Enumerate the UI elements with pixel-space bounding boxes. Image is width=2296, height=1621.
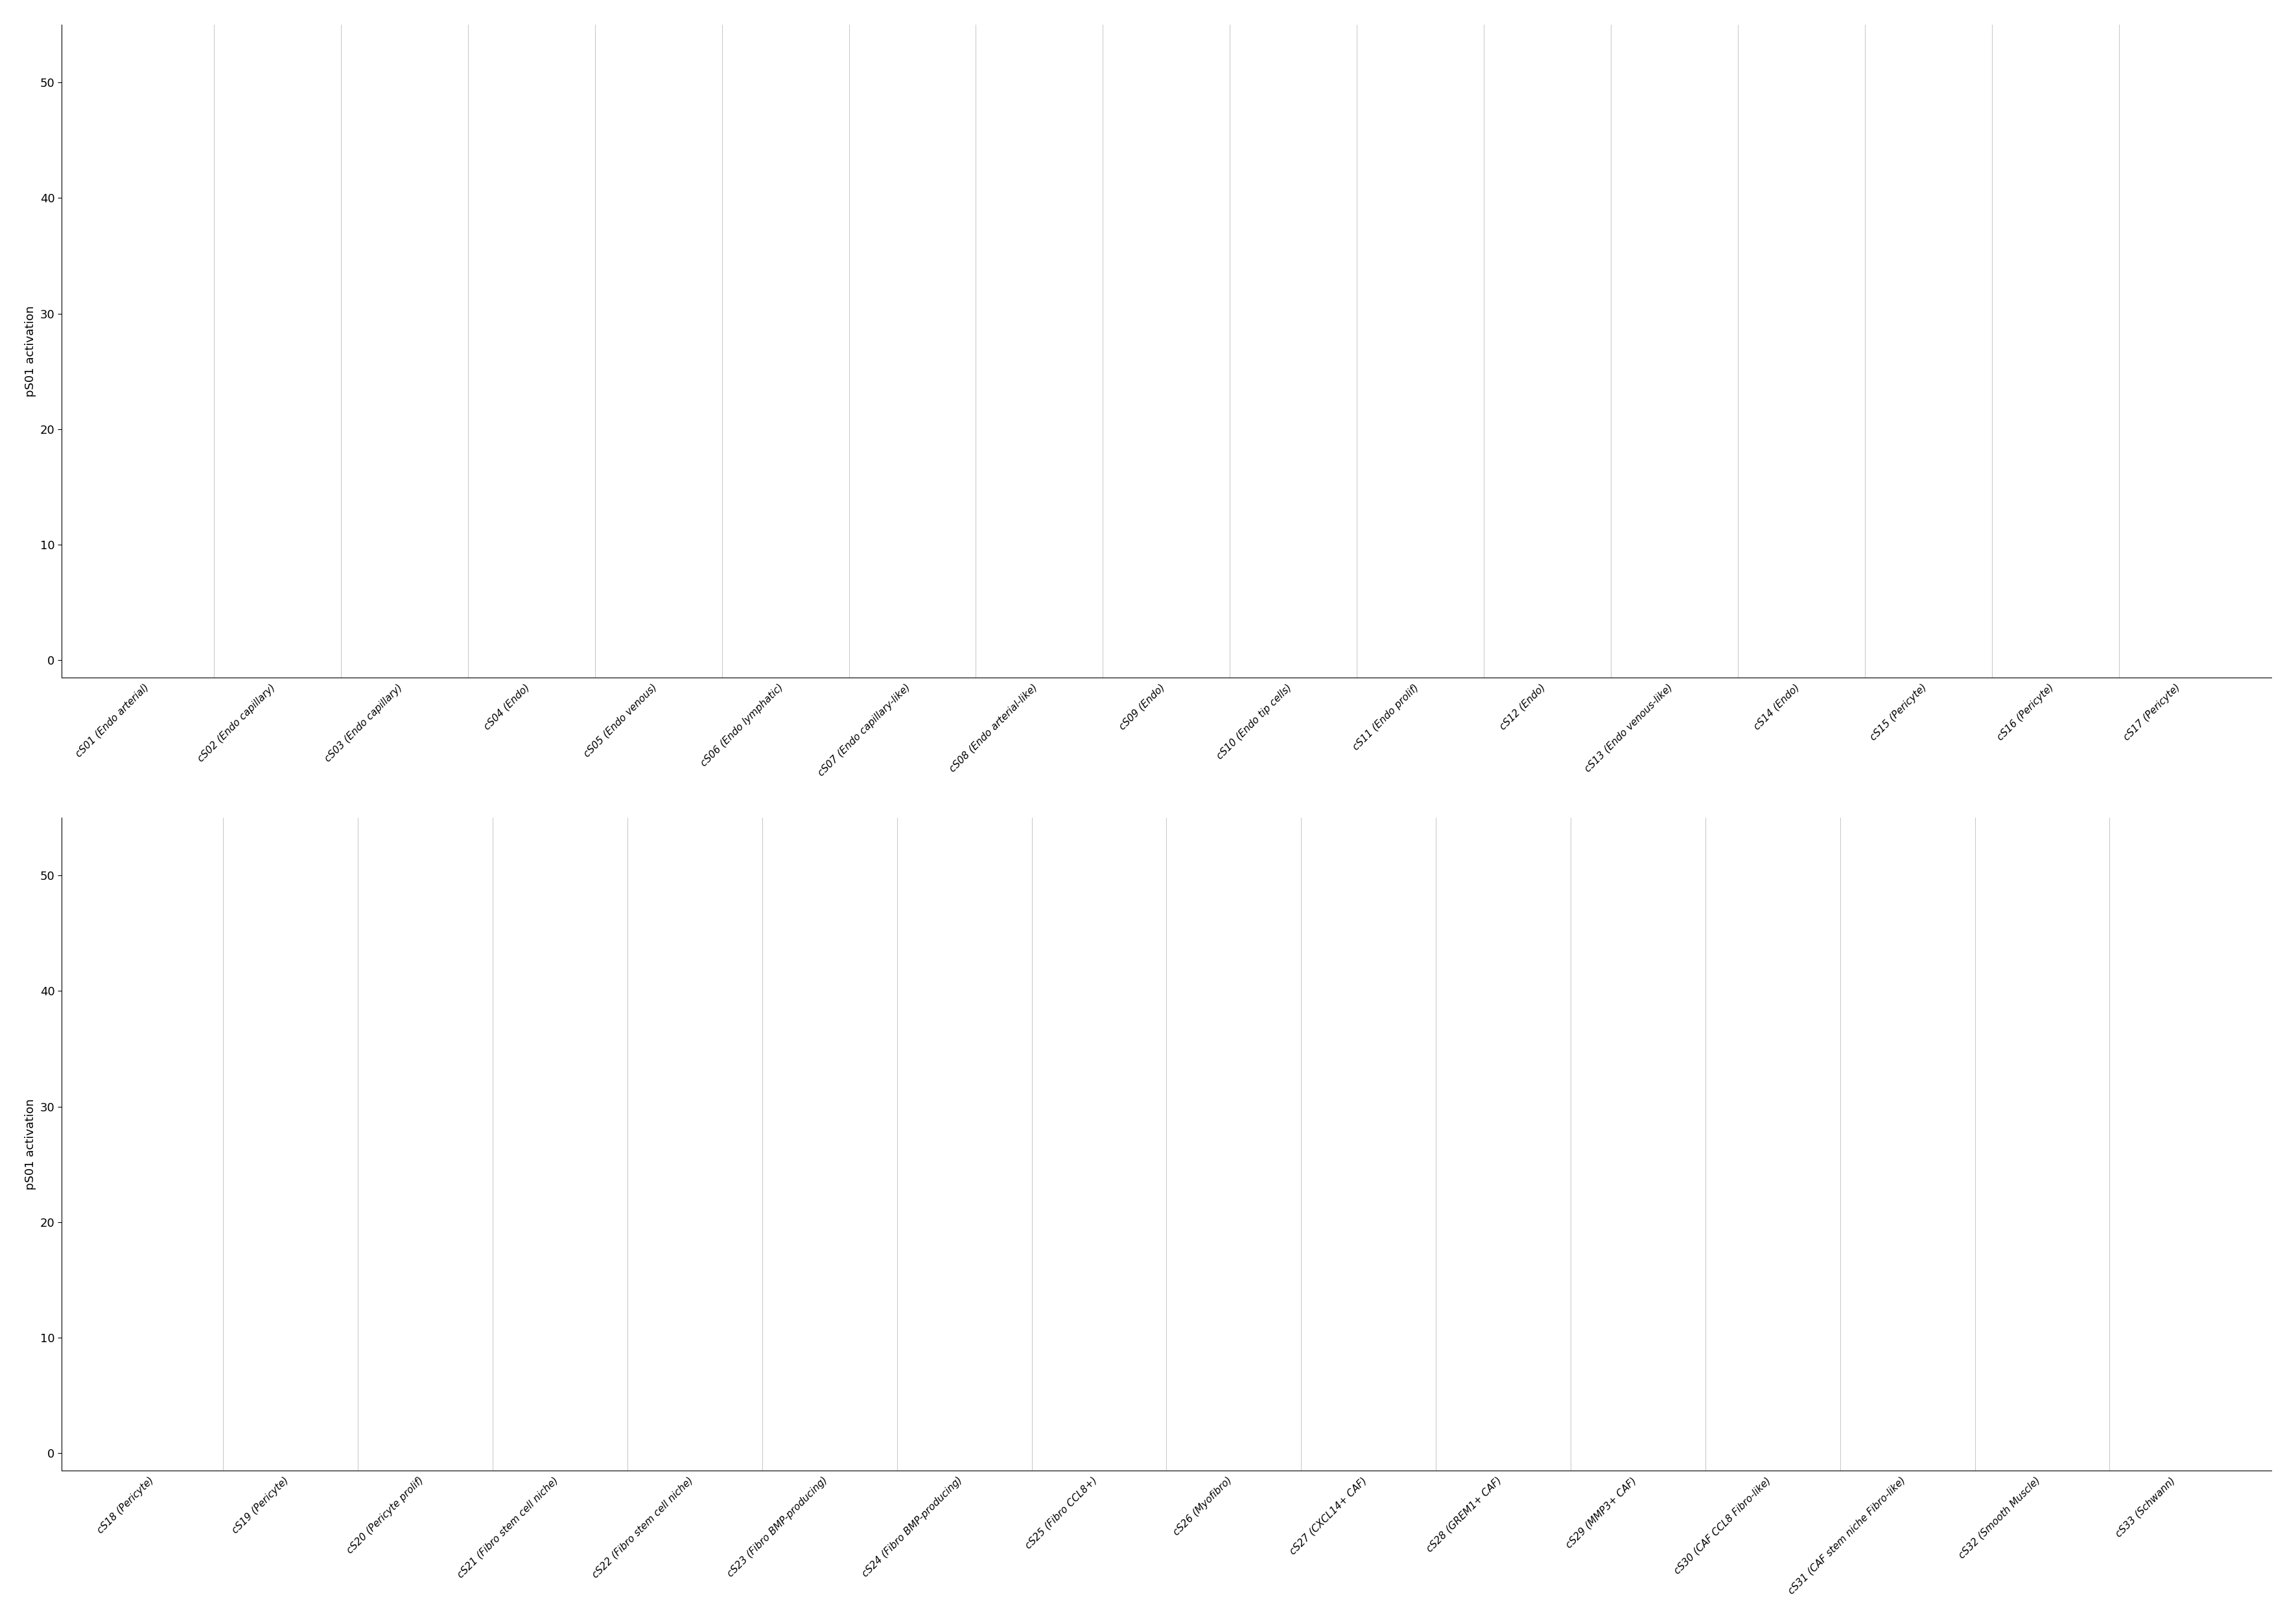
Y-axis label: pS01 activation: pS01 activation (25, 305, 37, 397)
Y-axis label: pS01 activation: pS01 activation (25, 1099, 37, 1190)
